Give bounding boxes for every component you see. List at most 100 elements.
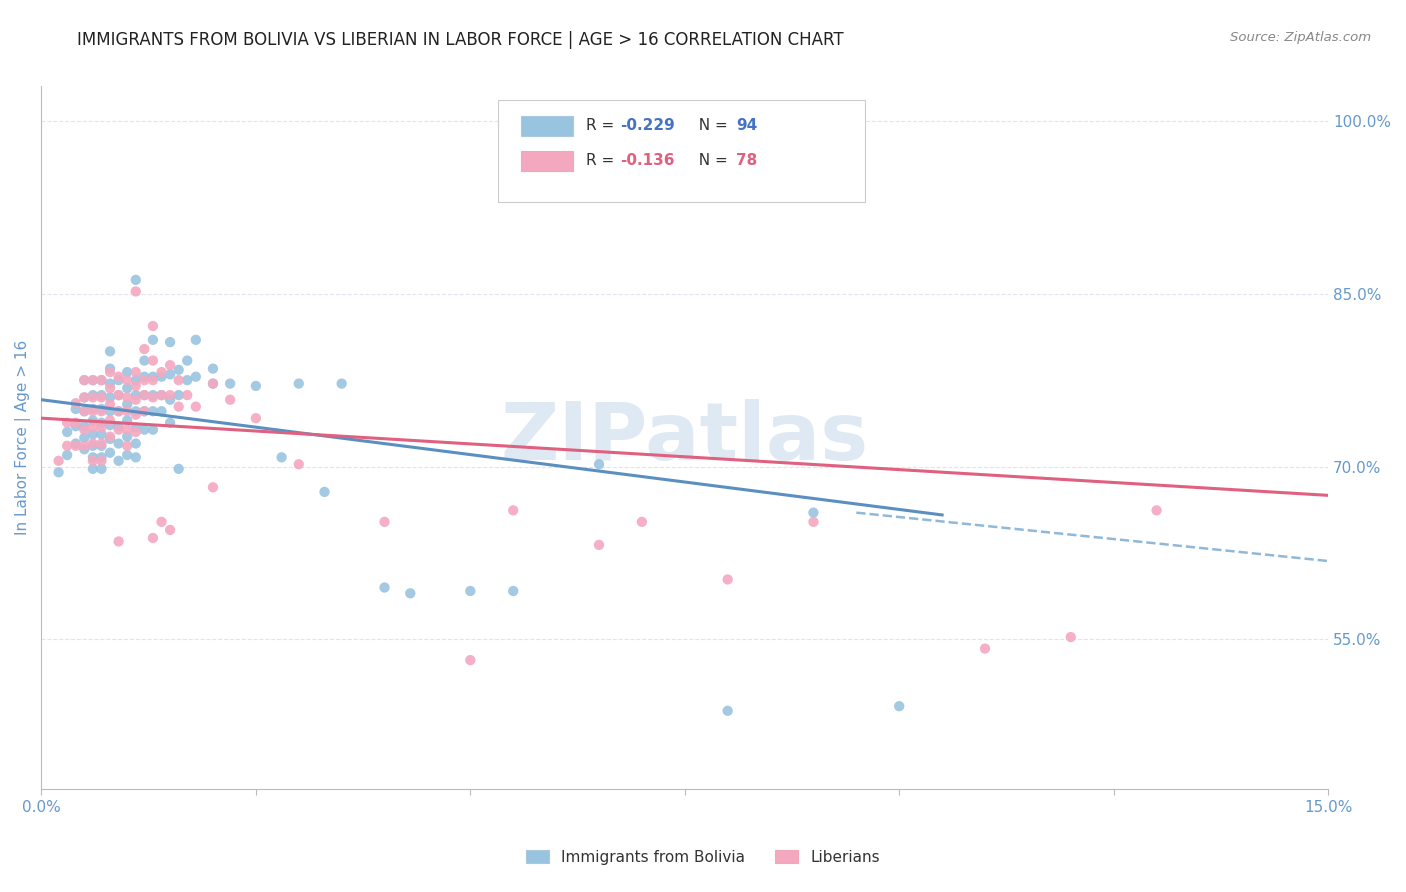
Point (125, 436, 148, 450)
Point (73, 439, 96, 453)
Point (184, 369, 207, 384)
Point (115, 404, 138, 418)
Point (803, 515, 825, 529)
Point (107, 436, 129, 450)
Point (82, 454, 104, 468)
Point (98, 344, 121, 359)
Point (98, 418, 121, 433)
Point (98, 365, 121, 379)
Point (82, 420, 104, 434)
Point (90, 450, 112, 465)
Point (65, 439, 87, 453)
Point (142, 388, 165, 402)
Point (73, 442, 96, 457)
Point (90, 416, 112, 430)
Point (201, 361, 224, 376)
Point (631, 515, 654, 529)
Point (219, 392, 242, 407)
Point (374, 581, 396, 595)
Text: Source: ZipAtlas.com: Source: ZipAtlas.com (1230, 31, 1371, 45)
Point (150, 388, 173, 402)
Text: IMMIGRANTS FROM BOLIVIA VS LIBERIAN IN LABOR FORCE | AGE > 16 CORRELATION CHART: IMMIGRANTS FROM BOLIVIA VS LIBERIAN IN L… (77, 31, 844, 49)
Point (125, 379, 148, 393)
Point (330, 376, 353, 391)
Point (974, 641, 997, 656)
Point (115, 429, 138, 443)
Point (150, 404, 173, 418)
Point (142, 404, 165, 418)
Point (125, 408, 148, 422)
Point (184, 400, 207, 414)
Point (65, 436, 87, 450)
Point (73, 419, 96, 434)
Point (142, 373, 165, 387)
Point (374, 515, 396, 529)
Point (287, 457, 309, 471)
FancyBboxPatch shape (522, 116, 572, 136)
Point (73, 404, 96, 418)
Point (115, 413, 138, 427)
Point (56, 416, 79, 430)
Point (142, 391, 165, 405)
Point (107, 373, 129, 387)
Point (107, 534, 129, 549)
Point (98, 413, 121, 427)
Point (460, 653, 482, 667)
Point (125, 425, 148, 439)
Point (142, 423, 165, 437)
Point (65, 419, 87, 434)
Point (73, 404, 96, 418)
Point (142, 353, 165, 368)
Point (159, 523, 181, 537)
Point (245, 411, 267, 425)
Point (73, 431, 96, 445)
Point (167, 400, 190, 414)
Point (134, 404, 156, 418)
Point (270, 450, 292, 465)
Point (65, 396, 87, 410)
Point (134, 353, 156, 368)
Text: N =: N = (689, 153, 733, 168)
Text: R =: R = (586, 118, 619, 133)
Point (107, 369, 129, 384)
Point (107, 454, 129, 468)
Point (245, 379, 267, 393)
Point (90, 401, 112, 416)
Point (73, 391, 96, 405)
Point (73, 423, 96, 437)
Point (134, 388, 156, 402)
Point (460, 584, 482, 599)
Point (98, 381, 121, 395)
Point (73, 391, 96, 405)
Point (107, 404, 129, 418)
Text: ZIPatlas: ZIPatlas (501, 399, 869, 476)
Point (134, 404, 156, 418)
Point (90, 436, 112, 450)
Point (588, 457, 610, 471)
Point (314, 484, 336, 499)
Point (82, 401, 104, 416)
Point (82, 373, 104, 387)
Point (150, 388, 173, 402)
Point (115, 448, 138, 462)
Point (115, 391, 138, 405)
Point (115, 423, 138, 437)
Point (142, 531, 165, 545)
Point (56, 425, 79, 439)
Point (90, 373, 112, 387)
Point (142, 369, 165, 384)
Point (82, 427, 104, 442)
Point (159, 358, 181, 372)
Point (65, 401, 87, 416)
Point (125, 388, 148, 402)
Point (125, 273, 148, 287)
Point (82, 391, 104, 405)
Legend: Immigrants from Bolivia, Liberians: Immigrants from Bolivia, Liberians (520, 844, 886, 871)
Point (90, 373, 112, 387)
Point (82, 388, 104, 402)
Point (90, 462, 112, 476)
Point (803, 506, 825, 520)
Text: -0.136: -0.136 (620, 153, 675, 168)
Point (176, 388, 198, 402)
Point (82, 373, 104, 387)
